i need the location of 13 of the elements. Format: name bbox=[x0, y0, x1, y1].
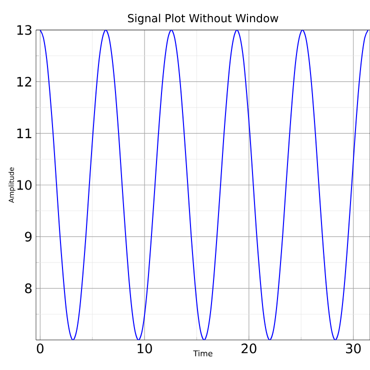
x-axis-title: Time bbox=[193, 350, 212, 356]
y-tick-label: 10 bbox=[17, 180, 32, 190]
y-tick-label: 8 bbox=[25, 283, 32, 294]
x-tick-label: 30 bbox=[346, 344, 361, 354]
x-tick-label: 0 bbox=[36, 344, 44, 354]
y-tick-label: 11 bbox=[17, 128, 32, 138]
y-tick-label: 13 bbox=[17, 25, 32, 35]
x-tick-label: 10 bbox=[138, 344, 152, 354]
x-tick-label: 20 bbox=[242, 344, 256, 354]
line-series bbox=[40, 30, 369, 340]
y-tick-label: 9 bbox=[25, 232, 32, 242]
y-tick-label: 12 bbox=[17, 76, 32, 86]
chart-title: Signal Plot Without Window bbox=[128, 14, 278, 24]
